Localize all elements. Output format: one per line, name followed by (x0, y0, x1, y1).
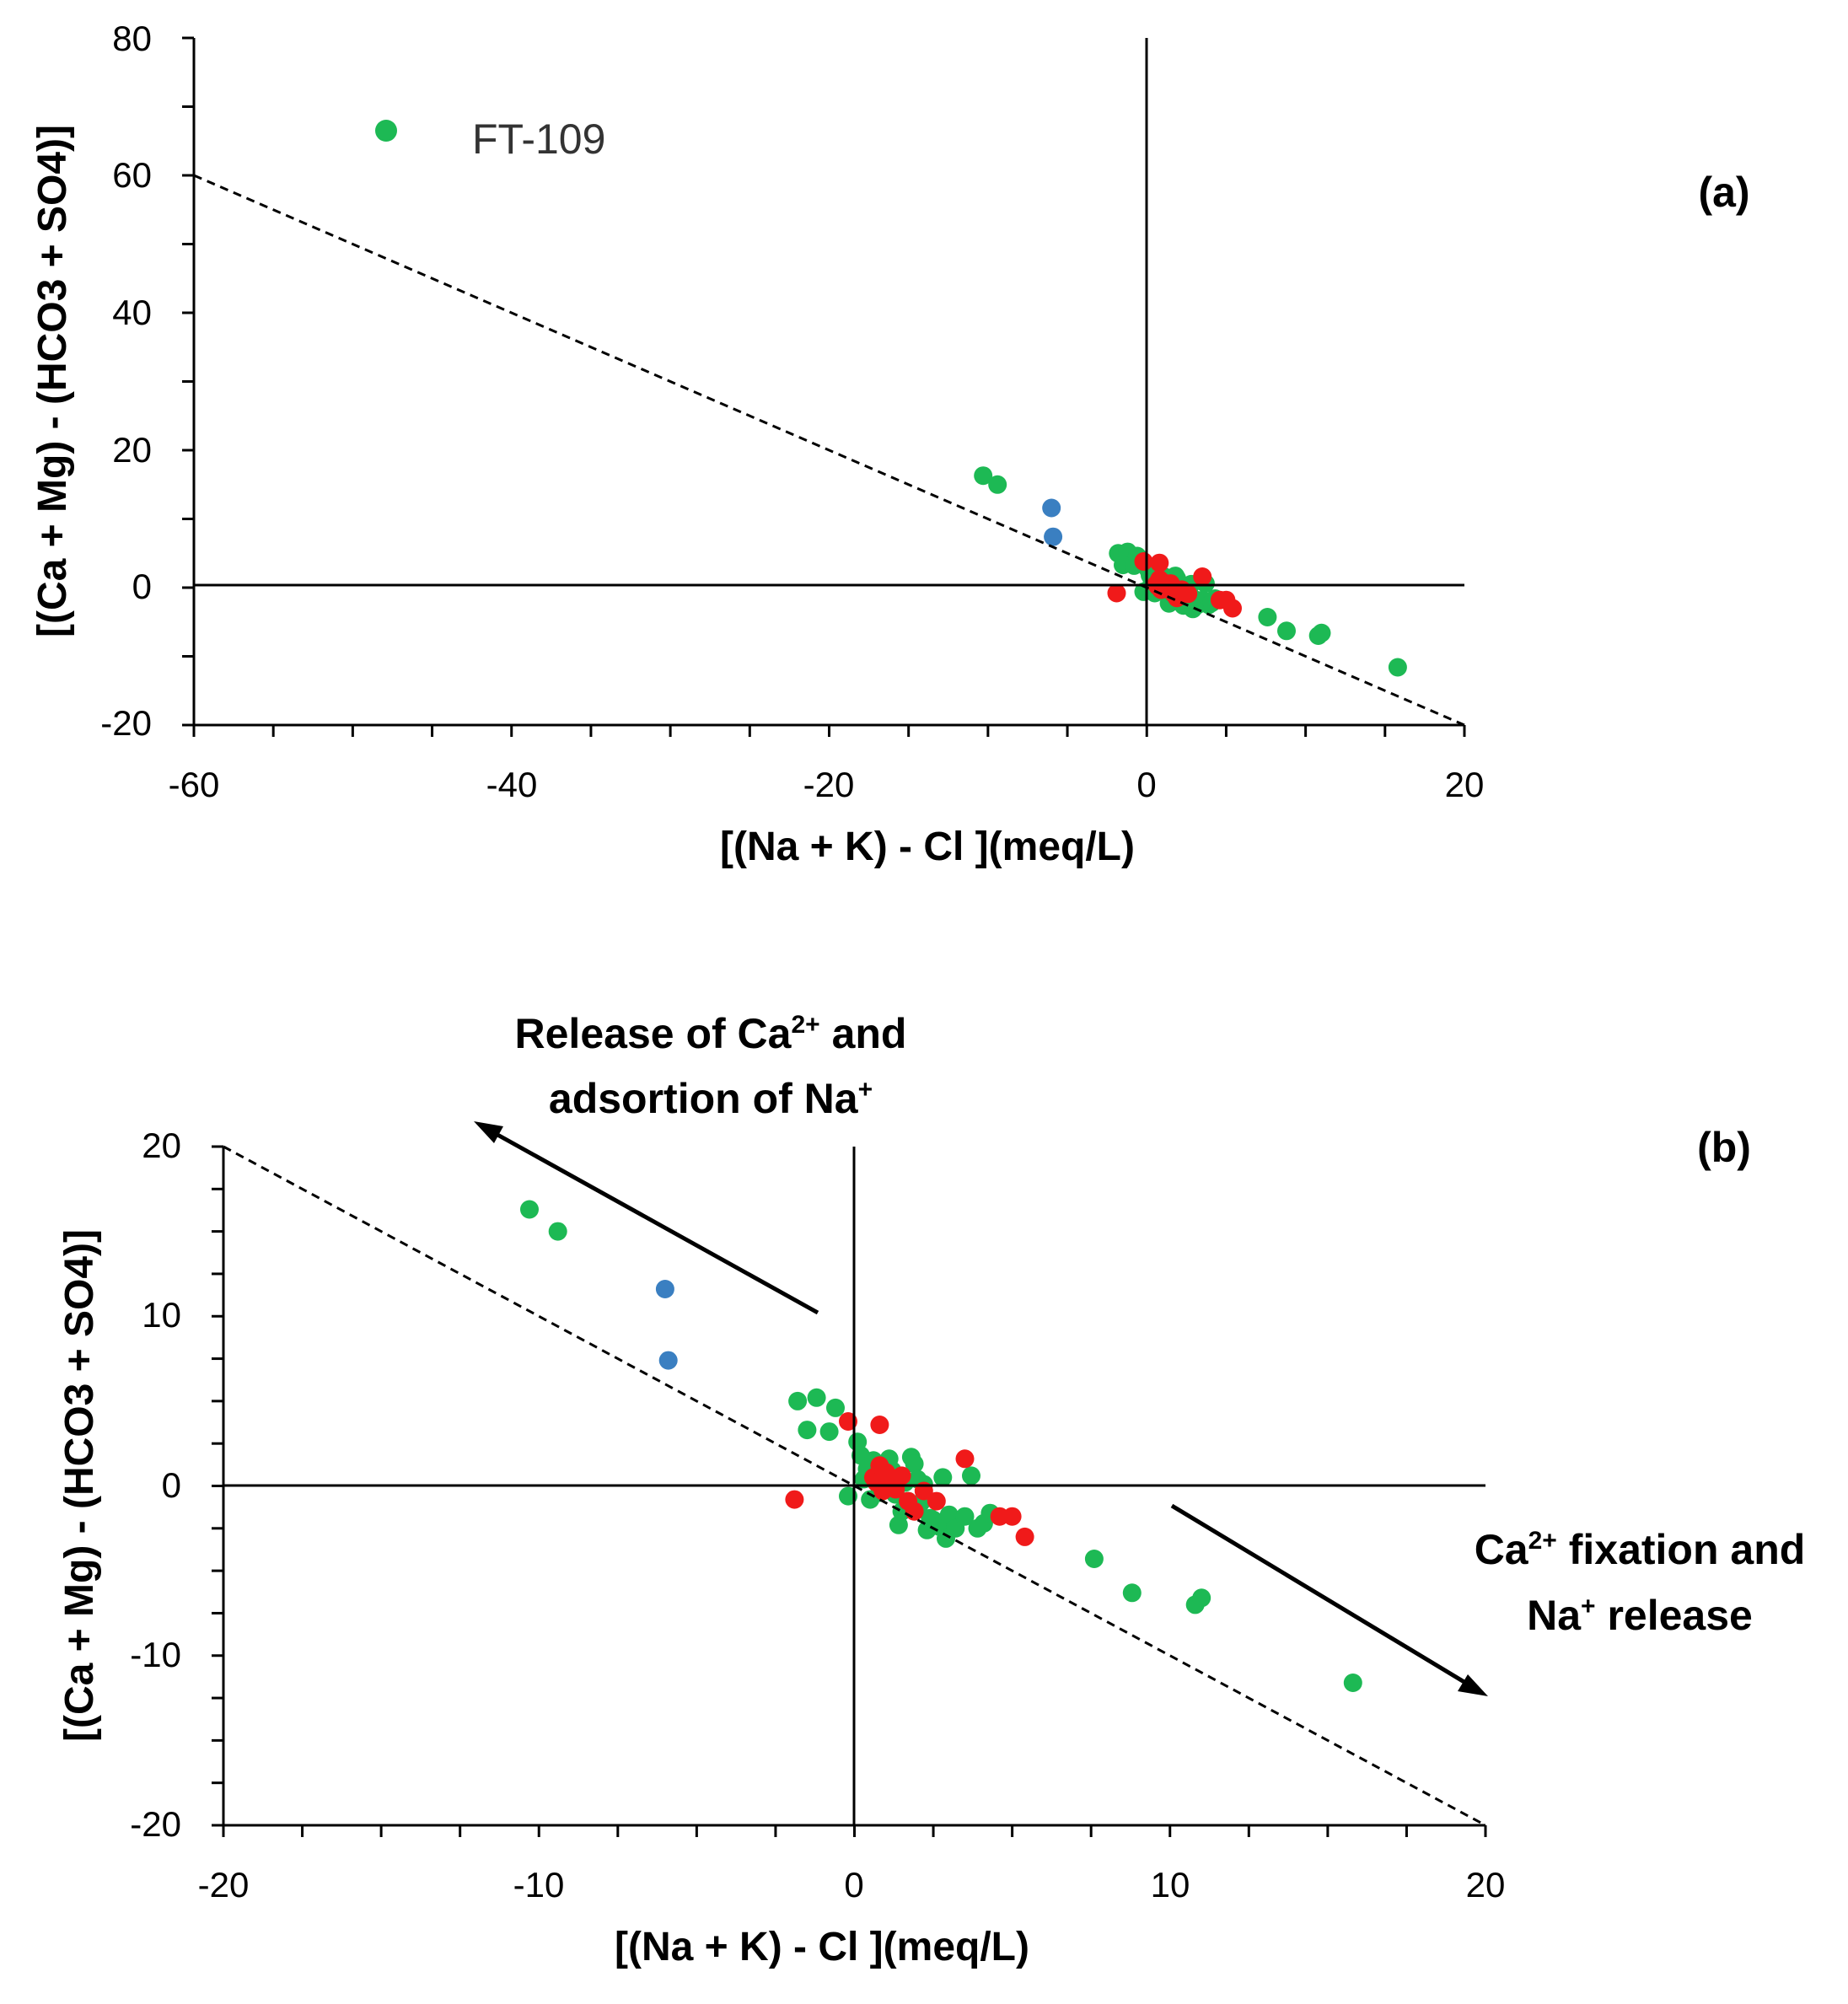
arrow-upper-left (490, 1129, 819, 1315)
annot-lr1-tail: fixation and (1557, 1526, 1805, 1573)
data-point-red (1193, 567, 1212, 586)
panel-a-reference-line (193, 174, 1465, 727)
annot-ul1-tail: and (820, 1010, 907, 1057)
data-point-green (905, 1454, 924, 1474)
data-point-green (1122, 1583, 1142, 1603)
panel-b-x-axis-title: [(Na + K) - Cl ](meq/L) (615, 1925, 1029, 1969)
panel-b-y-axis-title: [(Ca + Mg) - (HCO3 + SO4)] (57, 1229, 102, 1742)
data-point-green (1388, 658, 1407, 677)
panel-a-ytick-80: 80 (112, 19, 152, 58)
data-point-red (905, 1502, 924, 1521)
panel-b-xtick-20: 20 (1466, 1865, 1506, 1905)
data-point-green (1343, 1674, 1362, 1692)
data-point-green (1277, 621, 1296, 641)
panel-b-xtick--10: -10 (513, 1865, 565, 1905)
panel-b-reference-line (223, 1145, 1486, 1827)
data-point-red (1015, 1527, 1034, 1546)
panel-a-x-axis-title: [(Na + K) - Cl ](meq/L) (720, 825, 1135, 869)
data-point-blue (1042, 498, 1061, 518)
annot-ul1-sup: 2+ (791, 1011, 819, 1039)
annot-ul1-text: Release of Ca (515, 1010, 792, 1057)
data-point-green (1258, 608, 1277, 626)
data-point-red (892, 1466, 911, 1486)
panel-a-xtick-20: 20 (1445, 765, 1485, 804)
panel-b-label: (b) (1697, 1124, 1751, 1171)
data-point-red (927, 1491, 946, 1511)
panel-b-ticks (212, 1145, 1487, 1837)
panel-a-ticks (182, 36, 1466, 737)
panel-a-ytick-60: 60 (112, 155, 152, 195)
arrow-upper-left-head (474, 1121, 503, 1143)
panel-b-ytick--20: -20 (130, 1804, 181, 1844)
data-point-green (1192, 1588, 1211, 1608)
annotation-release-ca-line1: Release of Ca2+ and (515, 1010, 907, 1057)
annotation-release-ca-line2: adsortion of Na+ (549, 1075, 873, 1122)
panel-a-xtick--40: -40 (486, 765, 538, 804)
data-point-green (807, 1388, 826, 1407)
panel-b-ytick-10: 10 (142, 1295, 181, 1335)
legend-label: FT-109 (472, 116, 605, 163)
data-point-red (1179, 584, 1198, 604)
arrow-lower-right-head (1458, 1674, 1488, 1696)
data-point-green (819, 1422, 839, 1442)
panel-b-xtick-0: 0 (844, 1865, 863, 1905)
panel-a-y-axis-title: [(Ca + Mg) - (HCO3 + SO4)] (30, 125, 75, 637)
panel-a-ytick-40: 40 (112, 293, 152, 332)
data-point-green (988, 475, 1007, 494)
panel-a-label: (a) (1698, 169, 1749, 216)
data-point-green (955, 1507, 975, 1526)
panel-b: 20 10 0 -10 -20 -20 -10 0 10 20 [(Na + K… (57, 1010, 1805, 1969)
data-point-green (520, 1200, 539, 1219)
panel-a-ytick--20: -20 (100, 703, 152, 743)
annotation-ca-fixation-line2: Na+ release (1527, 1592, 1753, 1639)
panel-a: 80 60 40 20 0 -20 -60 -40 -20 0 20 [(Na … (30, 19, 1750, 869)
data-point-red (1150, 553, 1169, 572)
data-point-green (962, 1466, 980, 1486)
data-point-green (826, 1398, 845, 1417)
panel-b-xtick-10: 10 (1151, 1865, 1190, 1905)
data-point-green (1084, 1550, 1104, 1568)
annot-ul2-sup: + (858, 1076, 873, 1104)
data-point-green (798, 1421, 817, 1440)
data-point-red (955, 1449, 975, 1469)
legend-marker (375, 120, 397, 142)
arrow-lower-right (1170, 1503, 1473, 1689)
annot-lr2-text: Na (1527, 1592, 1582, 1639)
panel-b-ytick-0: 0 (162, 1465, 181, 1505)
data-point-red (870, 1416, 889, 1434)
data-point-green (933, 1468, 953, 1487)
panel-b-ytick--10: -10 (130, 1635, 181, 1674)
annot-ul2-text: adsortion of Na (549, 1075, 859, 1122)
data-point-blue (655, 1280, 674, 1298)
panel-b-xtick--20: -20 (198, 1865, 250, 1905)
panel-b-ytick-20: 20 (142, 1126, 181, 1165)
annot-lr1-text: Ca (1475, 1526, 1529, 1573)
data-point-green (548, 1222, 567, 1241)
data-point-red (785, 1490, 804, 1509)
annot-lr1-sup: 2+ (1528, 1527, 1557, 1555)
panel-a-points (974, 466, 1407, 677)
data-point-green (974, 466, 993, 486)
data-point-green (1312, 623, 1331, 642)
data-point-red (1002, 1507, 1022, 1526)
data-point-blue (658, 1351, 678, 1370)
data-point-red (1223, 599, 1242, 618)
panel-a-ytick-0: 0 (132, 567, 152, 606)
annot-lr2-sup: + (1581, 1593, 1596, 1620)
panel-b-points (520, 1200, 1362, 1692)
annotation-ca-fixation-line1: Ca2+ fixation and (1475, 1526, 1806, 1573)
panel-a-xtick--20: -20 (803, 765, 855, 804)
panel-a-xtick--60: -60 (169, 765, 220, 804)
data-point-green (788, 1391, 808, 1410)
panel-a-xtick-0: 0 (1136, 765, 1156, 804)
panel-a-ytick-20: 20 (112, 430, 152, 470)
data-point-red (1134, 552, 1153, 571)
annot-lr2-tail: release (1596, 1592, 1753, 1639)
data-point-blue (1044, 527, 1063, 546)
data-point-red (1107, 583, 1126, 603)
